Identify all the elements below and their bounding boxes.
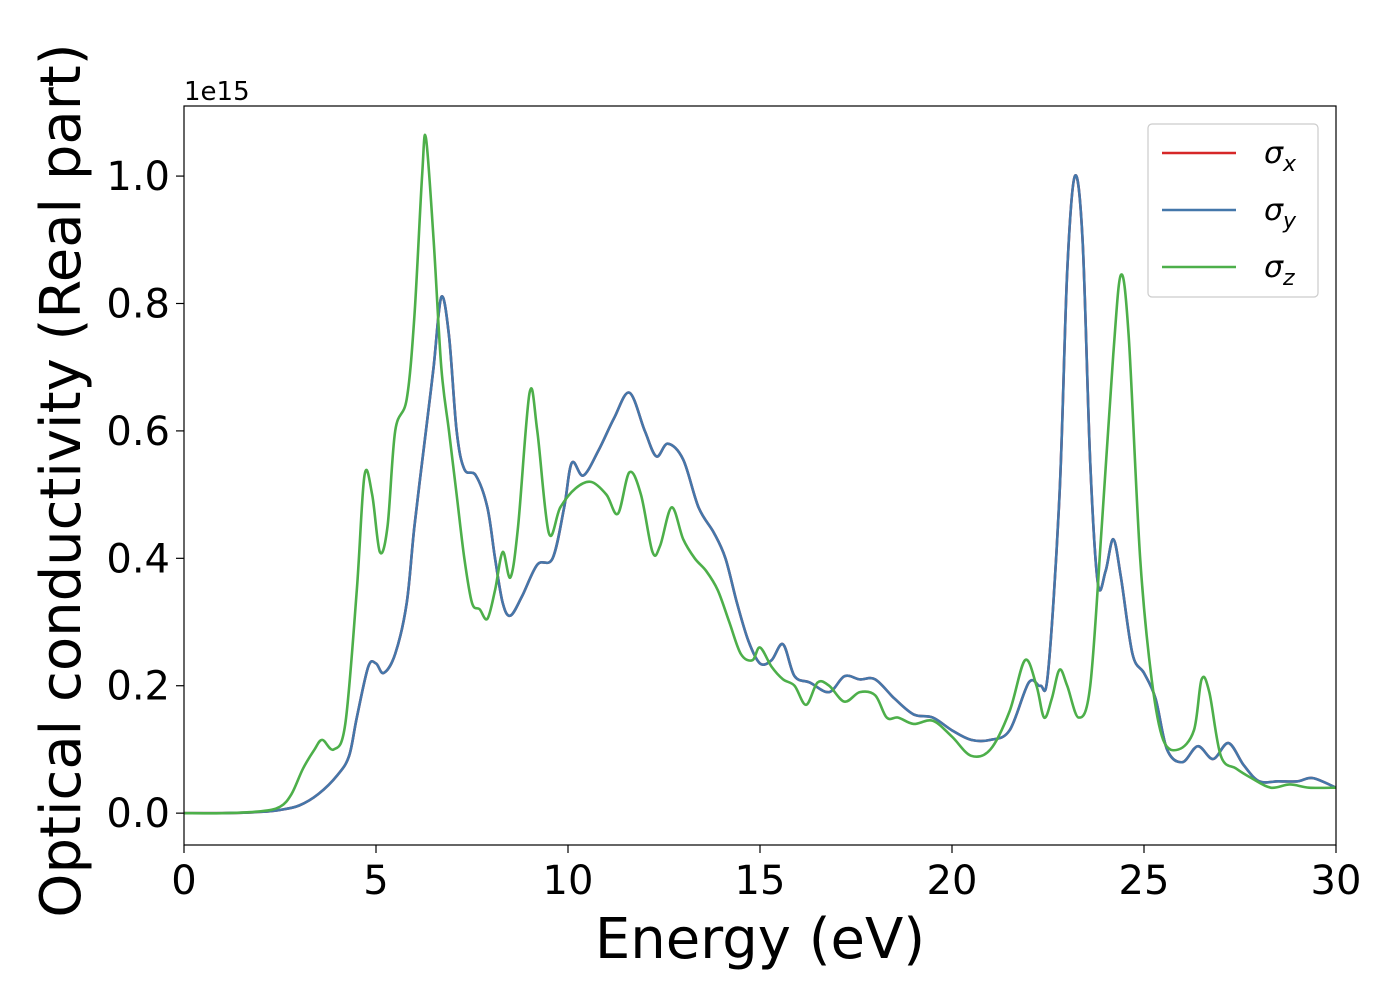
x-tick-label: 5 [363, 858, 388, 904]
legend-symbol: σ [1264, 250, 1284, 285]
series-line-sigma-z [184, 133, 1336, 815]
x-tick-label: 0 [171, 858, 196, 904]
legend-subscript: y [1282, 209, 1297, 234]
legend-symbol: σ [1264, 193, 1284, 228]
y-axis-offset-label: 1e15 [184, 77, 250, 107]
x-axis-title: Energy (eV) [595, 907, 925, 972]
x-tick-label: 15 [735, 858, 786, 904]
legend-subscript: z [1282, 266, 1295, 291]
x-tick-label: 30 [1311, 858, 1362, 904]
x-axis-ticks: 0 5 10 15 20 25 30 [171, 845, 1361, 904]
legend-label: σy [1264, 193, 1297, 234]
series-group [184, 133, 1336, 815]
legend-subscript: x [1282, 152, 1297, 177]
y-axis-ticks: 0.0 0.2 0.4 0.6 0.8 1.0 [106, 154, 184, 837]
legend-entry-sigma-z: σz [1162, 250, 1295, 291]
y-axis-title: Optical conductivity (Real part) [29, 43, 94, 917]
y-tick-label: 0.4 [106, 536, 170, 582]
x-tick-label: 10 [543, 858, 594, 904]
y-tick-label: 0.6 [106, 409, 170, 455]
legend-symbol: σ [1264, 136, 1284, 171]
x-tick-label: 20 [927, 858, 978, 904]
legend-label: σx [1264, 136, 1297, 177]
x-tick-label: 25 [1119, 858, 1170, 904]
y-tick-label: 0.8 [106, 281, 170, 327]
y-tick-label: 1.0 [106, 154, 170, 200]
y-tick-label: 0.0 [106, 791, 170, 837]
legend-entry-sigma-x: σx [1162, 136, 1297, 177]
y-tick-label: 0.2 [106, 664, 170, 710]
legend-entry-sigma-y: σy [1162, 193, 1297, 234]
legend-label: σz [1264, 250, 1295, 291]
